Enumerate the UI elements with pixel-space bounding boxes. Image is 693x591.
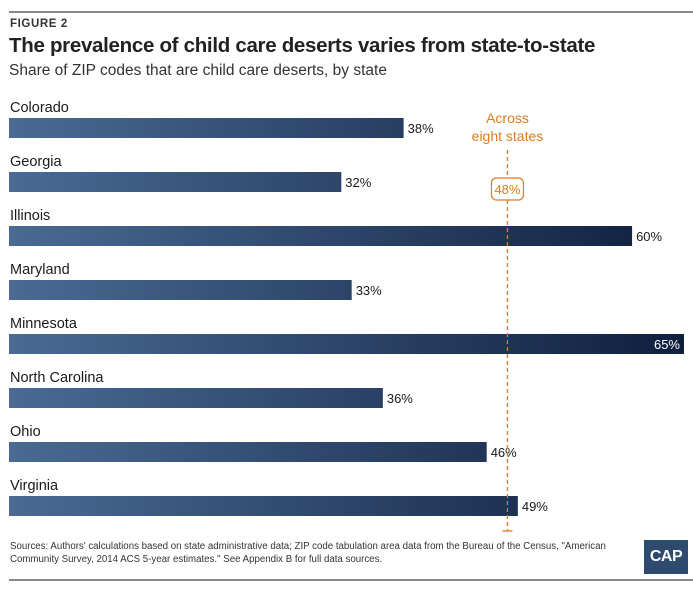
bar-chart: Colorado 38% Georgia 32% Illinois 60% Maryland…	[9, 100, 684, 532]
category-label-georgia: Georgia	[10, 154, 63, 170]
category-label-minnesota: Minnesota	[10, 316, 78, 332]
category-label-ohio: Ohio	[10, 424, 41, 440]
bar-colorado	[9, 118, 404, 138]
value-label-maryland: 33%	[356, 283, 382, 298]
reference-label-line1: Across	[486, 110, 529, 126]
chart-title: The prevalence of child care deserts var…	[9, 34, 596, 57]
bar-ohio	[9, 442, 487, 462]
value-label-virginia: 49%	[522, 499, 548, 514]
reference-label-line2: eight states	[472, 128, 544, 144]
value-label-minnesota: 65%	[654, 337, 680, 352]
cap-logo: CAP	[644, 540, 688, 574]
value-label-illinois: 60%	[636, 229, 662, 244]
value-label-georgia: 32%	[345, 175, 371, 190]
reference-value-label: 48%	[494, 182, 520, 197]
value-label-ohio: 46%	[491, 445, 517, 460]
category-label-maryland: Maryland	[10, 262, 70, 278]
chart-subtitle: Share of ZIP codes that are child care d…	[9, 62, 387, 79]
category-label-virginia: Virginia	[10, 478, 59, 494]
bar-maryland	[9, 280, 352, 300]
value-label-colorado: 38%	[408, 121, 434, 136]
category-label-illinois: Illinois	[10, 208, 50, 224]
figure-label: FIGURE 2	[10, 18, 68, 30]
category-label-north-carolina: North Carolina	[10, 370, 104, 386]
top-rule	[9, 11, 693, 13]
bottom-rule	[9, 579, 693, 581]
bar-minnesota	[9, 334, 684, 354]
category-label-colorado: Colorado	[10, 100, 69, 116]
bar-virginia	[9, 496, 518, 516]
sources-note: Sources: Authors' calculations based on …	[10, 541, 606, 565]
bar-georgia	[9, 172, 342, 192]
bar-illinois	[9, 226, 633, 246]
bar-north-carolina	[9, 388, 383, 408]
value-label-north-carolina: 36%	[387, 391, 413, 406]
